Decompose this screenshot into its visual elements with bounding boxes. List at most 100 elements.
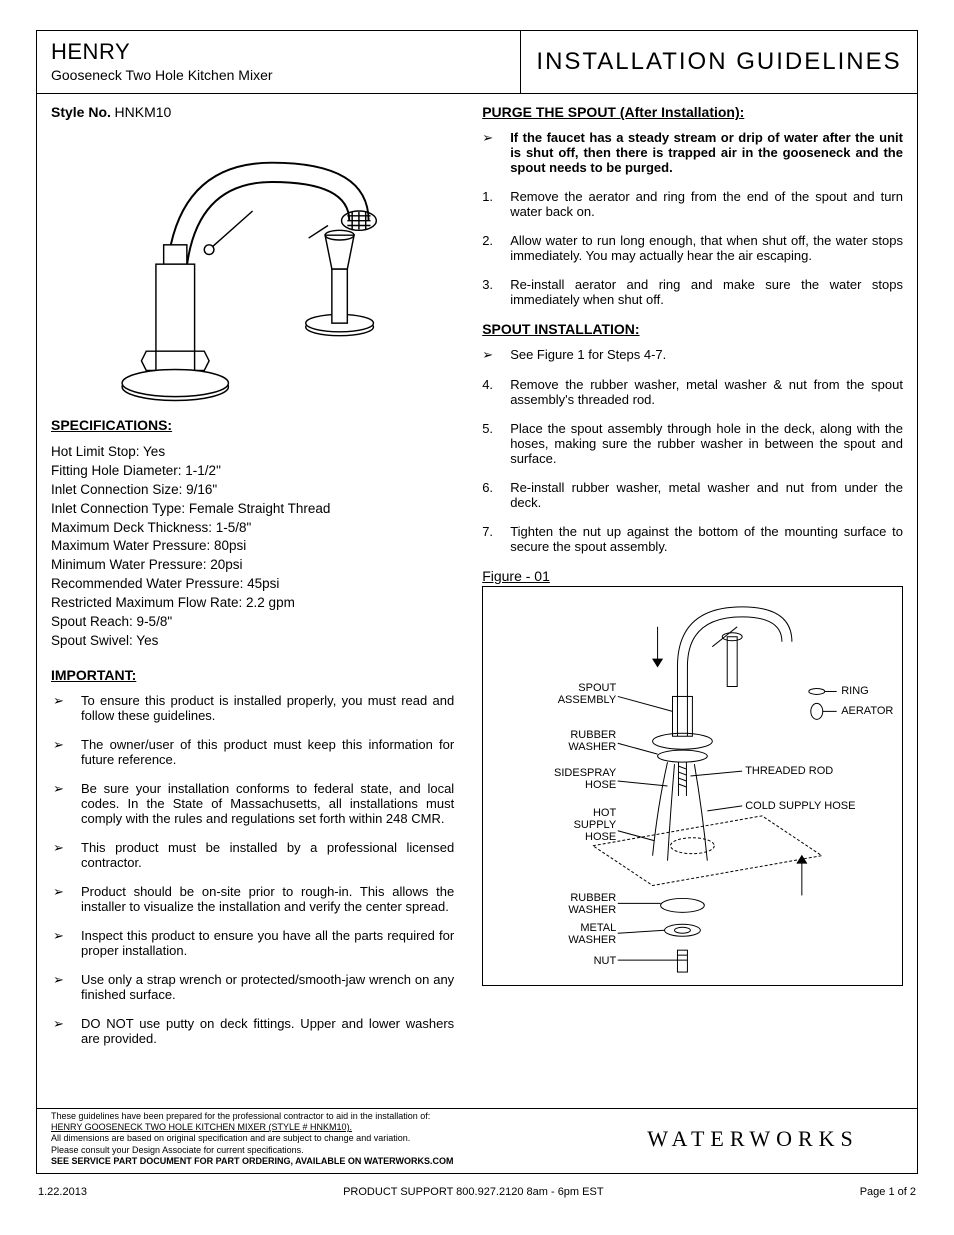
list-text: This product must be installed by a prof… xyxy=(81,840,454,870)
figure-01: SPOUT ASSEMBLY RUBBER WASHER SIDESPRAY H… xyxy=(482,586,903,986)
bullet-arrow-icon: ➢ xyxy=(51,781,81,826)
list-item: ➢Product should be on-site prior to roug… xyxy=(51,884,454,914)
callout-cold-supply: COLD SUPPLY HOSE xyxy=(745,800,855,812)
list-item: ➢DO NOT use putty on deck fittings. Uppe… xyxy=(51,1016,454,1046)
callout-spout-assembly: SPOUT ASSEMBLY xyxy=(541,682,616,706)
disclaimer-line: HENRY GOOSENECK TWO HOLE KITCHEN MIXER (… xyxy=(51,1122,603,1133)
spec-line: Maximum Deck Thickness: 1-5/8" xyxy=(51,519,454,538)
callout-sidespray-hose: SIDESPRAY HOSE xyxy=(541,767,616,791)
list-text: See Figure 1 for Steps 4-7. xyxy=(510,347,903,363)
callout-threaded-rod: THREADED ROD xyxy=(745,765,833,777)
list-item: 4.Remove the rubber washer, metal washer… xyxy=(482,377,903,407)
spec-line: Recommended Water Pressure: 45psi xyxy=(51,575,454,594)
step-num: 7. xyxy=(482,524,510,554)
list-item: ➢Use only a strap wrench or protected/sm… xyxy=(51,972,454,1002)
bullet-arrow-icon: ➢ xyxy=(51,928,81,958)
step-num: 6. xyxy=(482,480,510,510)
list-item: 1.Remove the aerator and ring from the e… xyxy=(482,189,903,219)
style-no-row: Style No. HNKM10 xyxy=(51,104,454,120)
list-item: 2.Allow water to run long enough, that w… xyxy=(482,233,903,263)
disclaimer-line: SEE SERVICE PART DOCUMENT FOR PART ORDER… xyxy=(51,1156,603,1167)
list-text: Re-install aerator and ring and make sur… xyxy=(510,277,903,307)
callout-hot-supply: HOT SUPPLY HOSE xyxy=(541,807,616,843)
important-list: ➢To ensure this product is installed pro… xyxy=(51,693,454,1046)
footer-date: 1.22.2013 xyxy=(38,1186,87,1198)
specs-heading: SPECIFICATIONS: xyxy=(51,417,454,433)
bullet-arrow-icon: ➢ xyxy=(51,884,81,914)
right-column: PURGE THE SPOUT (After Installation): ➢I… xyxy=(468,94,917,1108)
list-item: ➢This product must be installed by a pro… xyxy=(51,840,454,870)
list-text: Place the spout assembly through hole in… xyxy=(510,421,903,466)
product-illustration xyxy=(51,124,454,414)
spec-line: Hot Limit Stop: Yes xyxy=(51,443,454,462)
list-text: DO NOT use putty on deck fittings. Upper… xyxy=(81,1016,454,1046)
list-item: ➢To ensure this product is installed pro… xyxy=(51,693,454,723)
callout-rubber-washer-top: RUBBER WASHER xyxy=(541,729,616,753)
callout-ring: RING xyxy=(841,685,869,697)
purge-intro-list: ➢If the faucet has a steady stream or dr… xyxy=(482,130,903,175)
bullet-arrow-icon: ➢ xyxy=(482,130,510,175)
bullet-arrow-icon: ➢ xyxy=(482,347,510,363)
callout-nut: NUT xyxy=(541,955,616,967)
disclaimer-line: All dimensions are based on original spe… xyxy=(51,1133,603,1144)
list-text: Re-install rubber washer, metal washer a… xyxy=(510,480,903,510)
spout-see-list: ➢See Figure 1 for Steps 4-7. xyxy=(482,347,903,363)
figure-label: Figure - 01 xyxy=(482,568,903,584)
list-text: If the faucet has a steady stream or dri… xyxy=(510,130,903,175)
header-row: HENRY Gooseneck Two Hole Kitchen Mixer I… xyxy=(37,31,917,94)
step-num: 1. xyxy=(482,189,510,219)
list-text: Tighten the nut up against the bottom of… xyxy=(510,524,903,554)
list-item: ➢If the faucet has a steady stream or dr… xyxy=(482,130,903,175)
list-text: Allow water to run long enough, that whe… xyxy=(510,233,903,263)
spout-steps-list: 4.Remove the rubber washer, metal washer… xyxy=(482,377,903,554)
spec-line: Minimum Water Pressure: 20psi xyxy=(51,556,454,575)
logo-area: WATERWORKS xyxy=(603,1111,903,1167)
spec-line: Maximum Water Pressure: 80psi xyxy=(51,537,454,556)
callout-aerator: AERATOR xyxy=(841,705,893,717)
body-row: Style No. HNKM10 xyxy=(37,94,917,1108)
list-item: ➢See Figure 1 for Steps 4-7. xyxy=(482,347,903,363)
footer-row: 1.22.2013 PRODUCT SUPPORT 800.927.2120 8… xyxy=(36,1174,918,1198)
spout-heading: SPOUT INSTALLATION: xyxy=(482,321,903,337)
spec-line: Spout Reach: 9-5/8" xyxy=(51,613,454,632)
list-text: The owner/user of this product must keep… xyxy=(81,737,454,767)
install-title: INSTALLATION GUIDELINES xyxy=(536,48,901,76)
list-text: Product should be on-site prior to rough… xyxy=(81,884,454,914)
header-left: HENRY Gooseneck Two Hole Kitchen Mixer xyxy=(37,31,521,93)
style-no-value: HNKM10 xyxy=(115,104,172,120)
header-right: INSTALLATION GUIDELINES xyxy=(521,31,917,93)
list-text: To ensure this product is installed prop… xyxy=(81,693,454,723)
disclaimer-row: These guidelines have been prepared for … xyxy=(37,1108,917,1173)
bullet-arrow-icon: ➢ xyxy=(51,693,81,723)
purge-heading: PURGE THE SPOUT (After Installation): xyxy=(482,104,903,120)
list-text: Inspect this product to ensure you have … xyxy=(81,928,454,958)
brand: HENRY xyxy=(51,39,506,65)
spec-line: Restricted Maximum Flow Rate: 2.2 gpm xyxy=(51,594,454,613)
bullet-arrow-icon: ➢ xyxy=(51,840,81,870)
list-item: 6.Re-install rubber washer, metal washer… xyxy=(482,480,903,510)
list-item: 7.Tighten the nut up against the bottom … xyxy=(482,524,903,554)
disclaimer-line: Please consult your Design Associate for… xyxy=(51,1145,603,1156)
footer-page: Page 1 of 2 xyxy=(860,1186,916,1198)
bullet-arrow-icon: ➢ xyxy=(51,737,81,767)
step-num: 4. xyxy=(482,377,510,407)
step-num: 3. xyxy=(482,277,510,307)
style-no-label: Style No. xyxy=(51,104,111,120)
bullet-arrow-icon: ➢ xyxy=(51,1016,81,1046)
spec-line: Inlet Connection Size: 9/16" xyxy=(51,481,454,500)
disclaimer-line: These guidelines have been prepared for … xyxy=(51,1111,603,1122)
purge-steps-list: 1.Remove the aerator and ring from the e… xyxy=(482,189,903,307)
important-heading: IMPORTANT: xyxy=(51,667,454,683)
left-column: Style No. HNKM10 xyxy=(37,94,468,1108)
list-item: ➢The owner/user of this product must kee… xyxy=(51,737,454,767)
list-text: Remove the aerator and ring from the end… xyxy=(510,189,903,219)
list-text: Remove the rubber washer, metal washer &… xyxy=(510,377,903,407)
disclaimer-text: These guidelines have been prepared for … xyxy=(51,1111,603,1167)
list-item: ➢Be sure your installation conforms to f… xyxy=(51,781,454,826)
specs-block: Hot Limit Stop: Yes Fitting Hole Diamete… xyxy=(51,443,454,651)
step-num: 2. xyxy=(482,233,510,263)
list-item: 5.Place the spout assembly through hole … xyxy=(482,421,903,466)
list-text: Use only a strap wrench or protected/smo… xyxy=(81,972,454,1002)
list-text: Be sure your installation conforms to fe… xyxy=(81,781,454,826)
callout-metal-washer: METAL WASHER xyxy=(541,922,616,946)
